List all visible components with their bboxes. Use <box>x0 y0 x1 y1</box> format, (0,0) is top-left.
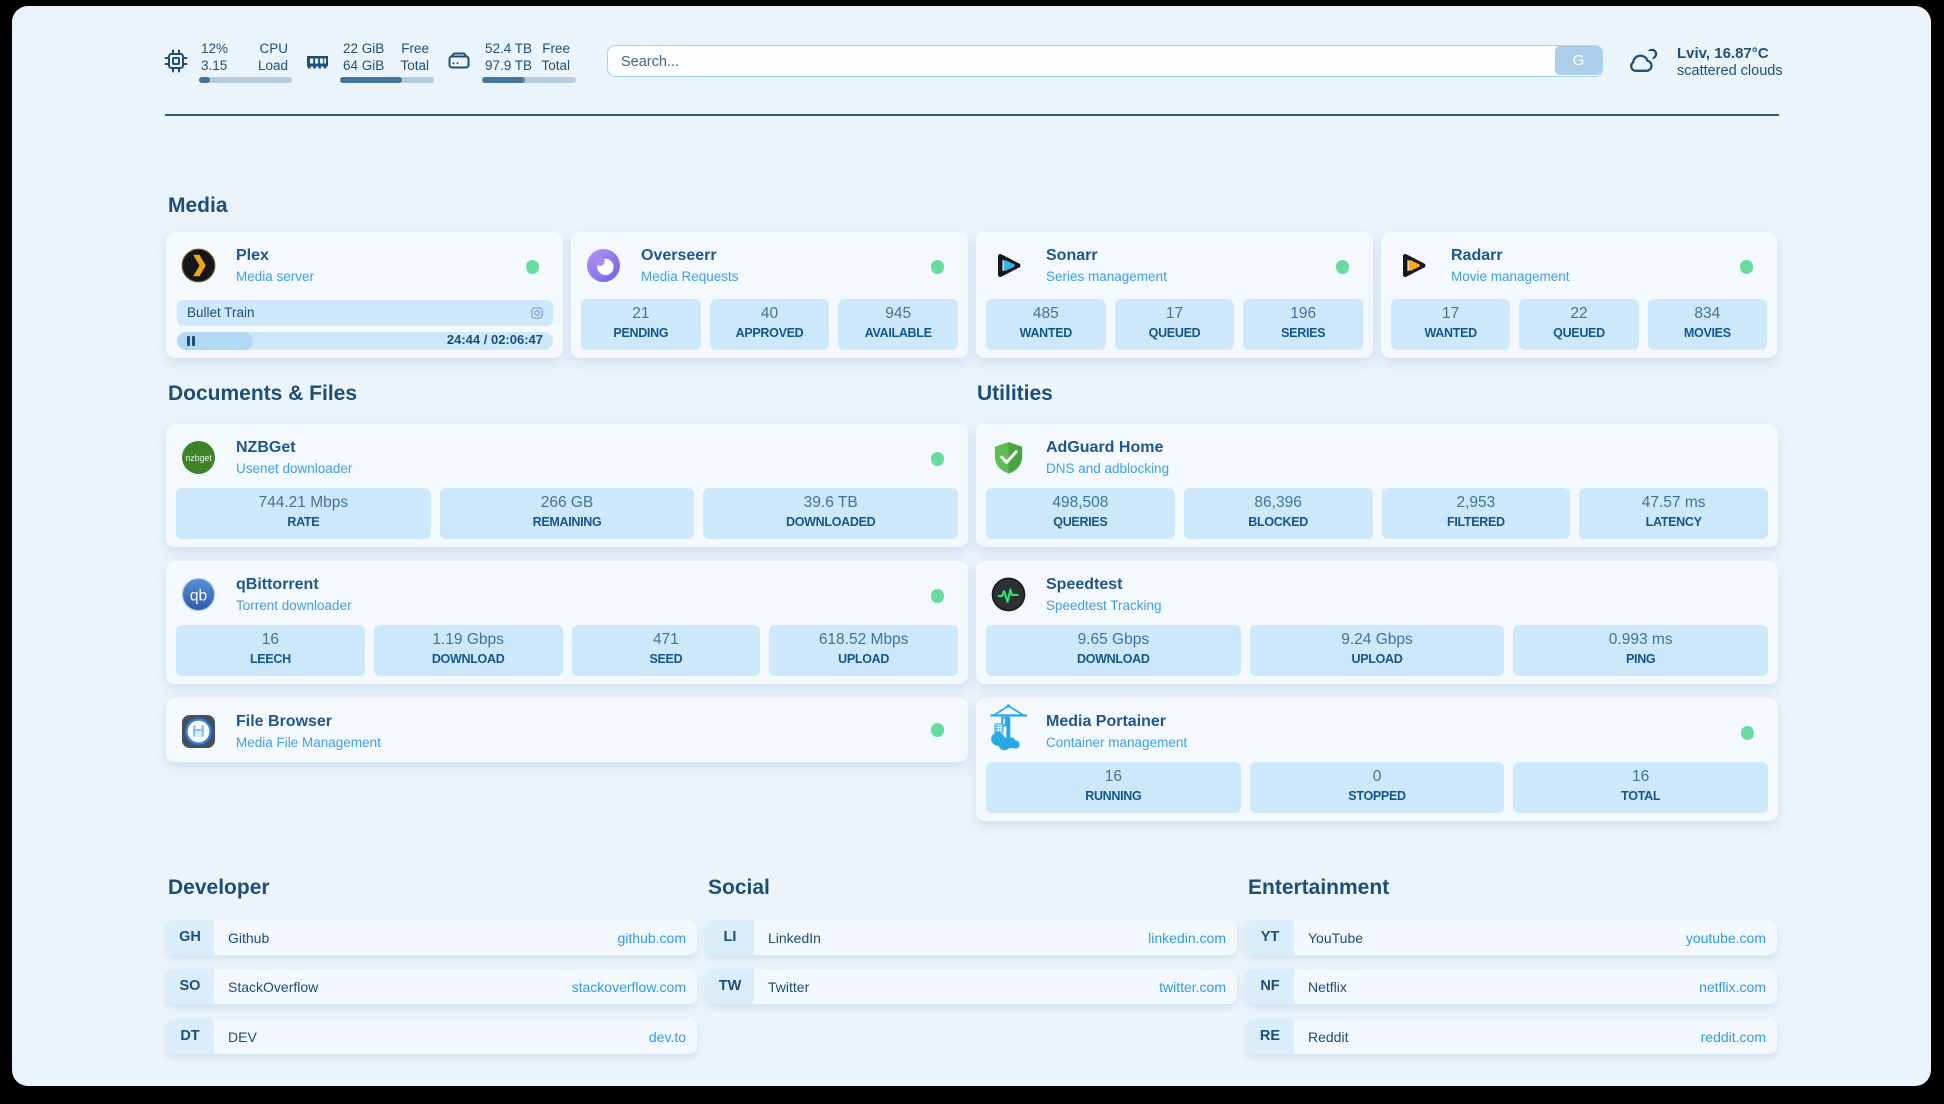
svg-text:nzbget: nzbget <box>185 453 212 463</box>
svg-text:qb: qb <box>190 587 207 604</box>
